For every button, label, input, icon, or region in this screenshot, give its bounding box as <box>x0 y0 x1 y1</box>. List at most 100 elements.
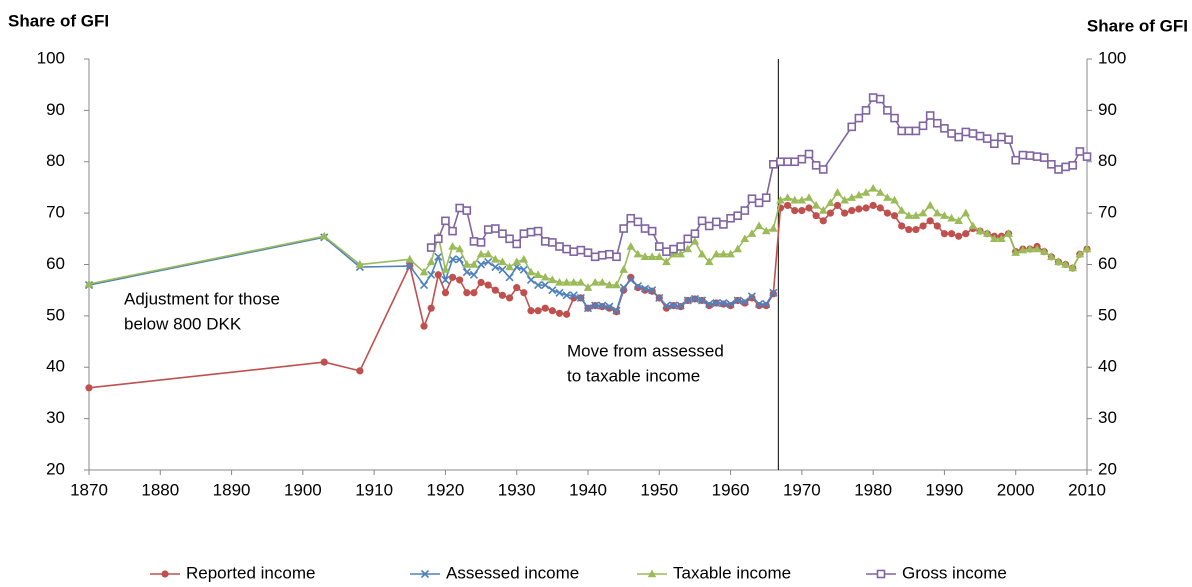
marker <box>826 209 834 217</box>
series-line <box>88 187 1088 289</box>
marker-shape <box>697 296 707 305</box>
x-tick-label: 1950 <box>640 480 678 499</box>
marker-shape <box>811 161 821 170</box>
marker-shape <box>498 265 507 274</box>
marker <box>462 206 472 215</box>
marker <box>477 278 485 287</box>
marker <box>633 249 643 258</box>
marker-shape <box>626 213 636 223</box>
marker-shape <box>583 304 593 313</box>
marker <box>463 289 471 297</box>
marker <box>719 298 728 308</box>
marker <box>982 229 992 237</box>
marker-shape <box>819 217 827 225</box>
marker <box>719 249 728 258</box>
marker <box>654 252 664 260</box>
marker-shape <box>555 288 564 297</box>
marker <box>997 234 1006 243</box>
marker-shape <box>1032 152 1042 161</box>
marker-shape <box>861 188 871 196</box>
marker <box>640 284 650 293</box>
marker <box>683 244 693 253</box>
marker-shape <box>784 201 792 210</box>
legend-marker <box>161 570 169 578</box>
marker <box>904 126 914 136</box>
marker-shape <box>904 126 914 136</box>
marker-shape <box>890 195 899 204</box>
marker-shape <box>811 200 821 209</box>
annotation: Adjustment for those <box>124 289 280 308</box>
marker <box>997 132 1006 142</box>
marker-shape <box>483 225 493 234</box>
marker-shape <box>848 206 856 215</box>
marker <box>612 306 621 315</box>
marker <box>683 234 693 244</box>
marker <box>890 195 899 204</box>
marker <box>483 249 493 258</box>
marker-shape <box>883 209 892 217</box>
marker-shape <box>456 276 464 284</box>
marker-shape <box>420 569 430 579</box>
marker <box>576 293 585 302</box>
y2-tick-label: 60 <box>1098 254 1117 273</box>
marker <box>562 244 571 254</box>
marker-shape <box>555 242 564 251</box>
marker <box>469 237 479 246</box>
marker-shape <box>427 304 435 312</box>
marker <box>940 230 949 238</box>
marker-shape <box>597 277 607 286</box>
marker <box>640 224 650 233</box>
marker <box>748 294 756 302</box>
marker <box>355 260 365 268</box>
marker <box>640 252 650 260</box>
marker <box>755 299 764 309</box>
marker-shape <box>619 224 628 233</box>
x-tick-label: 1940 <box>569 480 607 499</box>
x-tick-label: 1890 <box>213 480 251 499</box>
marker <box>975 131 985 141</box>
marker <box>505 294 514 302</box>
marker-shape <box>662 301 671 310</box>
marker-shape <box>747 229 757 237</box>
marker <box>1032 152 1042 161</box>
marker <box>448 273 457 281</box>
marker <box>533 270 543 278</box>
marker-shape <box>519 229 529 238</box>
marker <box>1061 162 1070 172</box>
marker-shape <box>748 294 756 302</box>
marker-shape <box>469 270 479 279</box>
marker <box>555 277 564 286</box>
marker-shape <box>812 212 820 220</box>
marker <box>505 273 514 282</box>
marker <box>483 225 493 234</box>
marker <box>790 195 800 204</box>
marker-shape <box>1054 165 1063 174</box>
marker <box>612 252 621 262</box>
marker <box>426 257 436 266</box>
marker-shape <box>769 160 778 169</box>
marker <box>626 242 636 250</box>
marker-shape <box>519 254 529 263</box>
marker <box>833 188 842 196</box>
marker <box>719 220 728 229</box>
legend-marker <box>647 569 657 578</box>
marker-shape <box>862 204 870 212</box>
marker-shape <box>548 286 557 295</box>
marker <box>619 265 628 273</box>
marker <box>434 271 442 279</box>
legend-label: Taxable income <box>673 563 791 582</box>
marker <box>726 249 735 258</box>
marker <box>947 213 956 222</box>
marker <box>527 307 535 315</box>
marker-shape <box>733 296 742 305</box>
marker-shape <box>605 302 614 311</box>
marker <box>940 124 949 133</box>
marker <box>648 286 657 295</box>
marker-shape <box>1061 162 1070 172</box>
marker <box>762 299 771 309</box>
marker-shape <box>875 188 885 196</box>
marker <box>633 217 643 227</box>
marker-shape <box>733 211 743 220</box>
marker <box>498 257 507 266</box>
marker <box>690 229 700 238</box>
